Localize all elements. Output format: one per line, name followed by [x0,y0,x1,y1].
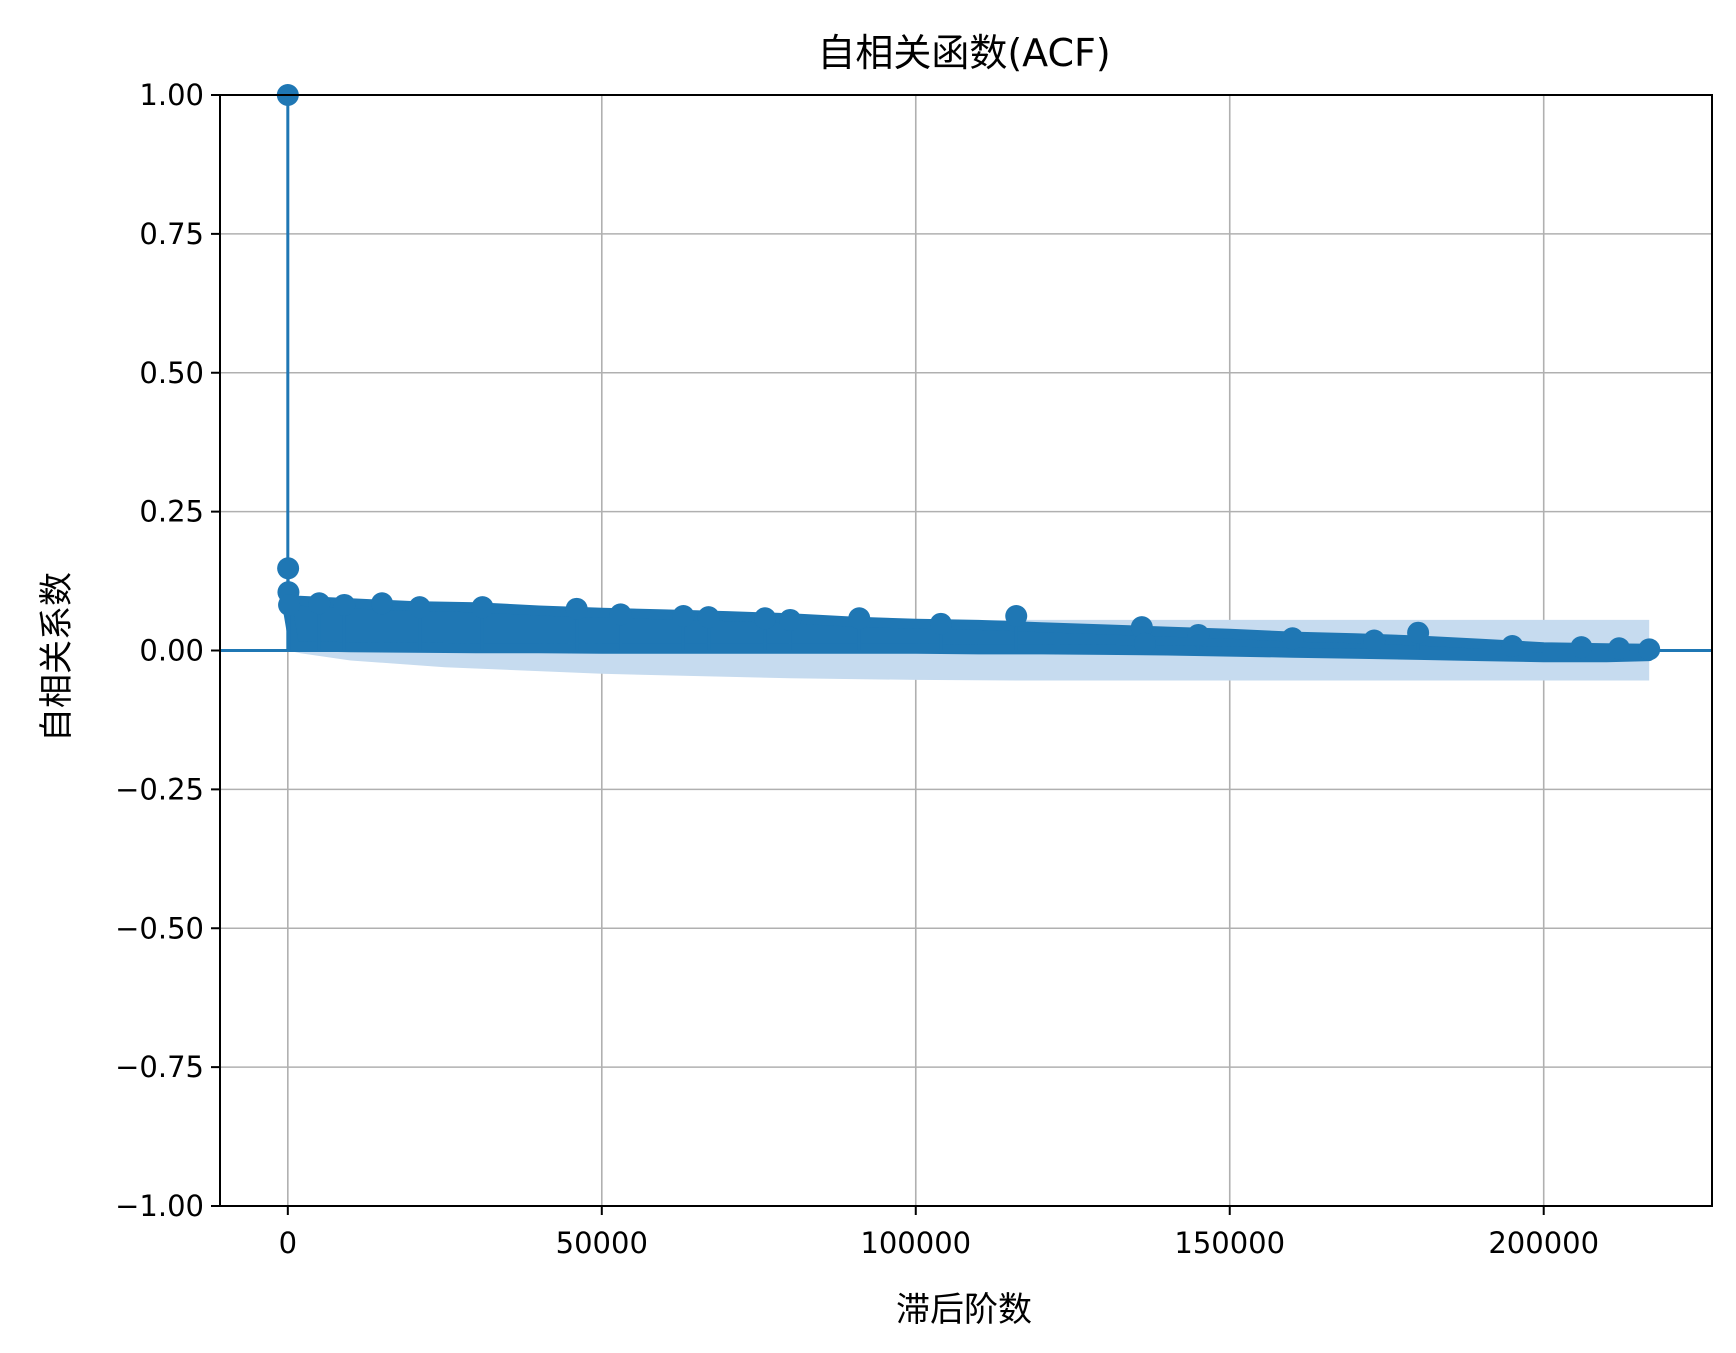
x-tick-label: 50000 [556,1226,648,1260]
acf-point [1570,636,1593,659]
acf-point [609,603,632,626]
acf-point [672,605,695,628]
y-tick-label: 0.00 [139,634,204,668]
acf-point [779,608,802,631]
acf-point [1638,638,1661,661]
acf-point [1608,637,1631,660]
chart-title: 自相关函数(ACF) [817,31,1110,75]
acf-point [754,607,777,630]
y-tick-label: 0.50 [139,356,204,390]
acf-point [308,592,331,615]
acf-point [1187,623,1210,646]
y-tick-label: −0.25 [115,772,204,806]
x-tick-label: 150000 [1174,1226,1285,1260]
x-axis-label: 滞后阶数 [896,1290,1032,1330]
acf-point [929,612,952,635]
acf-point [565,597,588,620]
y-tick-label: −0.50 [115,911,204,945]
acf-point [278,593,301,616]
y-tick-label: −0.75 [115,1050,204,1084]
x-tick-label: 0 [279,1226,297,1260]
y-tick-label: 1.00 [139,78,204,112]
acf-point [1005,605,1028,628]
acf-point [333,593,356,616]
acf-point [1130,616,1153,639]
acf-point [1501,635,1524,658]
acf-point [1407,621,1430,644]
acf-point [1133,632,1156,655]
y-tick-label: 0.75 [139,217,204,251]
acf-point [1281,627,1304,650]
acf-point [848,607,871,630]
acf-point [277,557,300,580]
acf-point [371,592,394,615]
acf-point [471,596,494,619]
x-axis-ticks: 0 50000 100000 150000 200000 [279,1206,1599,1260]
acf-point [408,596,431,619]
y-axis-label: 自相关系数 [37,572,77,742]
x-tick-label: 200000 [1488,1226,1599,1260]
acf-point [697,606,720,629]
y-axis-ticks: 1.00 0.75 0.50 0.25 0.00 −0.25 −0.50 −0.75 −1.00 [115,78,220,1223]
acf-point [1363,629,1386,652]
x-tick-label: 100000 [860,1226,971,1260]
y-tick-label: 0.25 [139,495,204,529]
y-tick-label: −1.00 [115,1189,204,1223]
